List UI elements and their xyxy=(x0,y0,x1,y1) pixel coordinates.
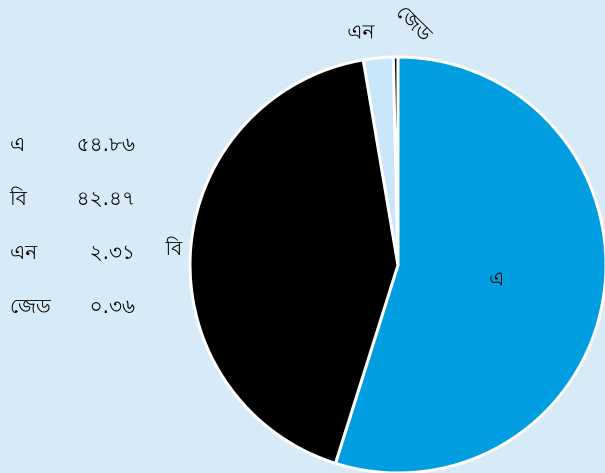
legend-label-zed: জেড xyxy=(10,294,51,318)
pie-slice-zed xyxy=(391,55,400,267)
legend-item-bi: বি ৪২.৪৭ xyxy=(10,184,160,238)
legend-label-bi: বি xyxy=(10,186,27,210)
pie-slice-bi xyxy=(188,58,400,465)
legend-label-a: এ xyxy=(10,132,26,156)
slice-label-a: এ xyxy=(489,267,504,291)
slice-label-en: এন xyxy=(347,20,375,44)
legend-label-en: এন xyxy=(10,240,38,264)
legend-value-a: ৫৪.৮৬ xyxy=(76,132,135,156)
legend-item-zed: জেড ০.৩৬ xyxy=(10,292,160,346)
slice-label-bi: বি xyxy=(164,236,183,260)
legend-value-bi: ৪২.৪৭ xyxy=(76,186,135,210)
legend-value-en: ২.৩১ xyxy=(89,240,135,264)
legend: এ ৫৪.৮৬ বি ৪২.৪৭ এন ২.৩১ জেড ০.৩৬ xyxy=(10,130,160,346)
slice-label-zed: জেড xyxy=(392,0,438,46)
legend-item-en: এন ২.৩১ xyxy=(10,238,160,292)
legend-item-a: এ ৫৪.৮৬ xyxy=(10,130,160,184)
legend-value-zed: ০.৩৬ xyxy=(89,294,135,318)
pie-slice-a xyxy=(333,55,605,473)
